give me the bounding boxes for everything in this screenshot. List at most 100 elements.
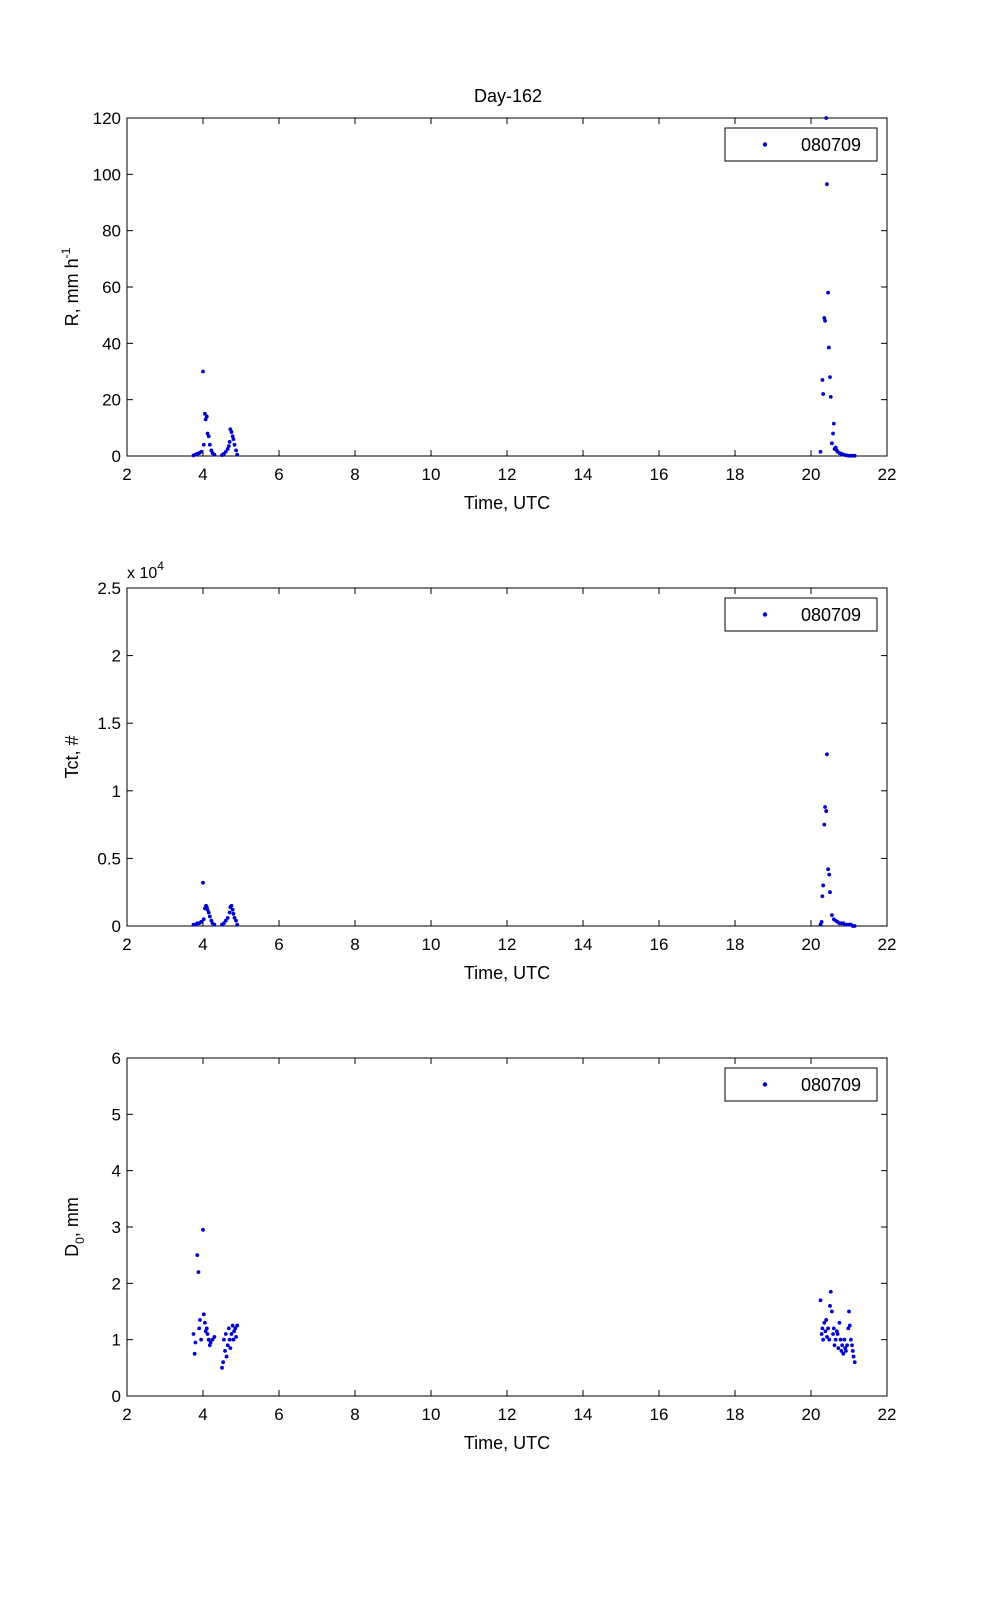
data-point	[842, 1337, 847, 1342]
legend-label: 080709	[801, 135, 861, 155]
plot-frame	[126, 587, 888, 927]
data-point	[818, 449, 823, 454]
data-point	[820, 378, 825, 382]
data-point	[826, 867, 830, 872]
data-point	[827, 1337, 832, 1342]
data-point	[232, 442, 237, 447]
y-tick-label: 1	[112, 1331, 121, 1350]
data-point	[827, 872, 832, 877]
y-axis-label-main: D	[62, 1244, 82, 1257]
x-tick-label: 4	[198, 1405, 207, 1424]
data-point	[227, 440, 232, 444]
y-tick-label: 3	[112, 1218, 121, 1237]
data-point	[824, 1318, 829, 1322]
data-point	[828, 375, 832, 380]
y-axis-label: Tct, #	[62, 735, 82, 778]
x-tick-label: 14	[574, 1405, 593, 1424]
y-tick-label: 2	[112, 1274, 121, 1293]
data-point	[832, 1343, 837, 1348]
y-axis-label-tail: , mm	[62, 1197, 82, 1237]
x-tick-label: 8	[350, 935, 359, 954]
data-point	[231, 911, 236, 916]
x-tick-label: 2	[122, 935, 131, 954]
y-axis-label-main: Tct, #	[62, 735, 82, 778]
data-point	[847, 1309, 851, 1314]
y-exponent-sup: 4	[157, 559, 164, 573]
data-point	[850, 1349, 855, 1353]
data-point	[234, 918, 238, 923]
data-point	[837, 1320, 842, 1325]
x-tick-label: 14	[574, 465, 593, 484]
data-point	[826, 345, 831, 350]
legend-marker	[762, 1082, 768, 1087]
data-point	[227, 1337, 232, 1342]
data-point	[212, 922, 217, 927]
x-tick-label: 18	[726, 465, 745, 484]
data-point	[212, 1334, 217, 1339]
x-tick-label: 10	[422, 935, 441, 954]
y-axis-label-main: R, mm h	[62, 258, 82, 326]
data-point	[230, 907, 235, 912]
x-axis-label: Time, UTC	[464, 493, 550, 513]
data-point	[229, 430, 234, 434]
x-tick-label: 18	[726, 1405, 745, 1424]
y-tick-label: 0	[112, 1387, 121, 1406]
x-tick-label: 22	[878, 465, 897, 484]
x-tick-label: 20	[802, 465, 821, 484]
x-tick-label: 20	[802, 1405, 821, 1424]
y-tick-label: 120	[93, 109, 121, 128]
data-point	[819, 920, 824, 924]
data-point	[203, 411, 207, 416]
data-point	[828, 394, 833, 399]
series-1	[191, 752, 857, 928]
data-point	[225, 1343, 230, 1348]
y-tick-label: 0	[112, 917, 121, 936]
data-point	[823, 318, 827, 323]
data-point	[824, 809, 829, 813]
x-tick-label: 16	[650, 1405, 669, 1424]
x-tick-label: 18	[726, 935, 745, 954]
data-point	[207, 442, 212, 447]
plot-frame	[126, 117, 888, 457]
data-point	[825, 752, 829, 757]
x-tick-label: 14	[574, 935, 593, 954]
data-point	[195, 1253, 200, 1258]
data-point	[201, 1312, 206, 1317]
data-point	[840, 1343, 845, 1348]
data-point	[847, 1323, 852, 1328]
data-point	[201, 917, 206, 922]
x-tick-label: 6	[274, 935, 283, 954]
data-point	[210, 1337, 215, 1342]
x-axis-label: Time, UTC	[464, 963, 550, 983]
x-tick-label: 6	[274, 1405, 283, 1424]
data-point	[192, 1351, 197, 1356]
data-point	[223, 918, 228, 923]
data-point	[201, 369, 205, 374]
data-point	[821, 392, 826, 396]
y-exponent-label: x 104	[127, 559, 164, 582]
y-tick-label: 1	[112, 782, 121, 801]
x-tick-label: 8	[350, 1405, 359, 1424]
data-point	[199, 920, 204, 924]
y-tick-label: 0	[112, 447, 121, 466]
x-axis-label: Time, UTC	[464, 1433, 550, 1453]
legend-label: 080709	[801, 1075, 861, 1095]
y-tick-label: 40	[102, 334, 121, 353]
data-point	[220, 1365, 224, 1370]
x-tick-label: 12	[498, 935, 517, 954]
data-point	[831, 1326, 836, 1331]
x-tick-label: 4	[198, 465, 207, 484]
data-point	[224, 1354, 229, 1359]
data-point	[822, 822, 827, 827]
data-point	[828, 890, 832, 895]
data-point	[204, 414, 209, 419]
data-point	[206, 434, 211, 439]
data-point	[849, 1337, 853, 1342]
data-point	[228, 1346, 233, 1351]
data-point	[231, 437, 236, 441]
legend-box	[724, 597, 878, 632]
data-point	[831, 431, 835, 436]
legend-box	[724, 1067, 878, 1102]
legend-marker	[762, 142, 768, 147]
